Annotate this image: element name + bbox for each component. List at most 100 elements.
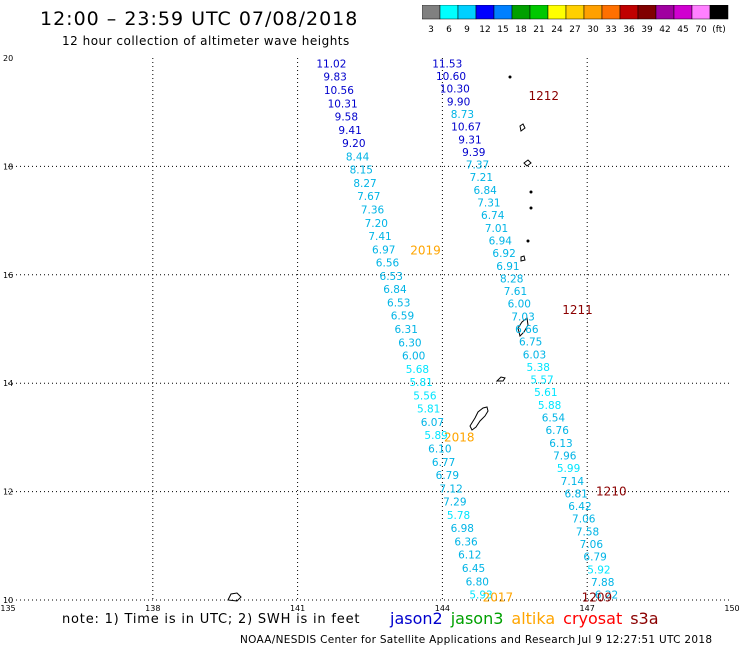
pass-label: 2017 [483, 590, 514, 604]
wave-height-value: 9.90 [447, 96, 470, 108]
legend-label: (ft) [712, 25, 726, 35]
pass-label: 1211 [562, 303, 593, 317]
legend-label: 6 [446, 25, 452, 35]
wave-height-value: 6.00 [402, 351, 425, 363]
wave-height-value: 8.28 [500, 273, 523, 285]
wave-height-value: 9.20 [342, 138, 365, 150]
wave-height-value: 6.53 [380, 271, 403, 283]
wave-height-value: 5.88 [538, 400, 561, 412]
satellite-name: s3a [630, 609, 659, 628]
legend-swatch [547, 5, 567, 20]
wave-height-value: 5.89 [424, 430, 447, 442]
x-tick-label: 144 [435, 604, 450, 613]
wave-height-value: 5.92 [587, 564, 610, 576]
wave-height-value: 6.13 [549, 438, 572, 450]
wave-height-value: 10.31 [328, 98, 358, 110]
wave-height-value: 10.67 [451, 122, 481, 134]
legend-swatch [619, 5, 639, 20]
wave-height-value: 7.06 [580, 539, 604, 551]
island-outline [227, 592, 242, 602]
wave-height-value: 7.21 [470, 172, 493, 184]
legend-swatch [655, 5, 675, 20]
wave-height-value: 8.27 [353, 178, 376, 190]
footer-credit: NOAA/NESDIS Center for Satellite Applica… [240, 634, 576, 646]
legend-label: 21 [533, 25, 544, 35]
island-outlines [227, 75, 533, 602]
wave-height-value: 6.53 [387, 297, 410, 309]
legend-label: 27 [569, 25, 580, 35]
pass-label: 1212 [528, 89, 559, 103]
page-title: 12:00 – 23:59 UTC 07/08/2018 [40, 8, 359, 30]
wave-height-value: 7.29 [443, 497, 466, 509]
wave-height-value: 6.07 [421, 417, 444, 429]
legend-swatch [529, 5, 549, 20]
wave-height-value: 5.78 [447, 510, 470, 522]
legend-swatch [583, 5, 603, 20]
note-text: note: 1) Time is in UTC; 2) SWH is in fe… [62, 612, 361, 627]
legend-swatch [511, 5, 531, 20]
wave-height-value: 5.38 [527, 362, 550, 374]
wave-height-value: 5.81 [417, 404, 440, 416]
x-tick-label: 138 [145, 604, 160, 613]
wave-height-value: 5.57 [530, 375, 553, 387]
island-dot [526, 239, 530, 243]
legend-swatch [493, 5, 513, 20]
island-dot [508, 75, 512, 79]
wave-height-value: 7.06 [572, 514, 596, 526]
island-dot [529, 206, 533, 210]
legend-label: 9 [464, 25, 470, 35]
wave-height-value: 7.36 [361, 204, 385, 216]
legend-swatch [637, 5, 657, 20]
legend-swatch [601, 5, 621, 20]
wave-height-value: 5.61 [534, 387, 557, 399]
wave-height-value: 6.12 [458, 550, 481, 562]
legend-swatch [709, 5, 729, 20]
wave-height-value: 10.60 [436, 71, 466, 83]
pass-labels: 1212 1211 1210 1209 2019 2018 2017 [410, 89, 626, 604]
satellite-name: altika [511, 609, 556, 628]
y-tick-label: 20 [3, 54, 13, 63]
wave-height-value: 7.20 [365, 218, 388, 230]
wave-height-value: 6.74 [481, 210, 505, 222]
satellite-legend: jason2 jason3 altika cryosat s3a [390, 609, 667, 628]
legend-label: 15 [497, 25, 508, 35]
wave-height-value: 11.02 [316, 58, 346, 70]
wave-height-value: 6.31 [395, 324, 418, 336]
legend-swatch [691, 5, 711, 20]
y-tick-label: 12 [3, 488, 13, 497]
wave-height-value: 9.31 [458, 134, 481, 146]
legend-label: 24 [551, 25, 563, 35]
wave-height-value: 8.73 [451, 109, 474, 121]
legend-label: 45 [677, 25, 688, 35]
y-tick-label: 10 [3, 596, 13, 605]
island-outline [519, 123, 526, 132]
satellite-name: jason3 [450, 609, 504, 628]
legend-swatch [475, 5, 495, 20]
x-tick-label: 135 [0, 604, 15, 613]
wave-height-value: 5.81 [409, 377, 432, 389]
wave-height-value: 5.68 [406, 364, 429, 376]
pass-label: 2019 [410, 243, 441, 257]
wave-height-value: 6.59 [391, 311, 414, 323]
legend-label: 3 [428, 25, 434, 35]
wave-height-value: 10.56 [324, 85, 354, 97]
wave-height-value: 7.01 [485, 223, 508, 235]
wave-height-value: 7.67 [357, 191, 380, 203]
wave-height-value: 10.30 [440, 84, 470, 96]
page-subtitle: 12 hour collection of altimeter wave hei… [62, 34, 350, 48]
island-dot [529, 190, 533, 194]
wave-height-value: 7.31 [477, 198, 500, 210]
wave-height-value: 6.54 [542, 413, 566, 425]
pass-label: 2018 [444, 430, 475, 444]
wave-height-value: 6.79 [436, 470, 459, 482]
wave-height-value: 6.98 [451, 523, 474, 535]
wave-height-value: 6.66 [515, 324, 539, 336]
wave-height-value: 9.39 [462, 147, 485, 159]
y-tick-label: 18 [3, 162, 13, 171]
wave-height-value: 8.44 [346, 151, 370, 163]
legend-label: 36 [623, 25, 635, 35]
legend-label: 30 [587, 25, 599, 35]
wave-height-value: 6.00 [508, 299, 531, 311]
wave-height-value: 6.81 [564, 488, 587, 500]
wave-height-value: 6.42 [568, 501, 591, 513]
